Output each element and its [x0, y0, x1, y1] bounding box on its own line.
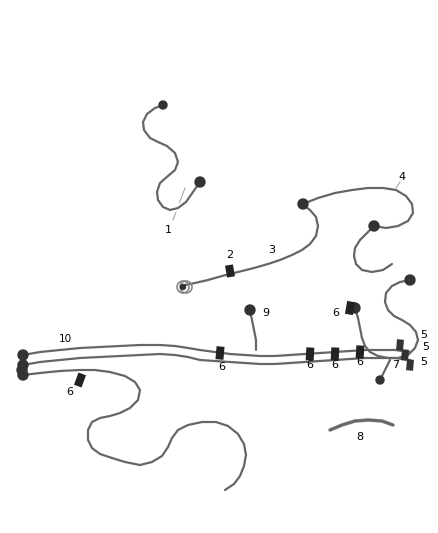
Text: 9: 9 [262, 308, 269, 318]
Circle shape [245, 305, 255, 315]
Bar [345, 301, 355, 315]
Circle shape [180, 285, 186, 289]
Text: 6: 6 [307, 360, 314, 370]
Circle shape [18, 350, 28, 360]
Bar [356, 345, 364, 359]
Bar [215, 346, 225, 360]
Bar [74, 373, 86, 387]
Text: 5: 5 [420, 357, 427, 367]
Text: 3: 3 [268, 245, 275, 255]
Circle shape [195, 177, 205, 187]
Bar [306, 348, 314, 361]
Text: 8: 8 [357, 432, 364, 442]
Text: 6: 6 [219, 362, 226, 372]
Circle shape [350, 303, 360, 313]
Bar [331, 348, 339, 361]
Bar [225, 264, 235, 278]
Text: 5: 5 [422, 342, 429, 352]
Circle shape [405, 275, 415, 285]
Bar [406, 359, 414, 371]
Text: 4: 4 [398, 172, 405, 182]
Circle shape [18, 360, 28, 370]
Text: 7: 7 [392, 360, 399, 370]
Bar [401, 349, 409, 361]
Text: 6: 6 [332, 308, 339, 318]
Circle shape [369, 221, 379, 231]
Text: 2: 2 [226, 250, 233, 260]
Text: 6: 6 [357, 357, 364, 367]
Text: 6: 6 [332, 360, 339, 370]
Circle shape [18, 370, 28, 380]
Circle shape [298, 199, 308, 209]
Text: 6: 6 [67, 387, 74, 397]
Circle shape [376, 376, 384, 384]
Circle shape [17, 365, 27, 375]
Circle shape [159, 101, 167, 109]
Bar [396, 339, 404, 351]
Text: 10: 10 [58, 334, 71, 344]
Text: 1: 1 [165, 225, 172, 235]
Text: 5: 5 [420, 330, 427, 340]
